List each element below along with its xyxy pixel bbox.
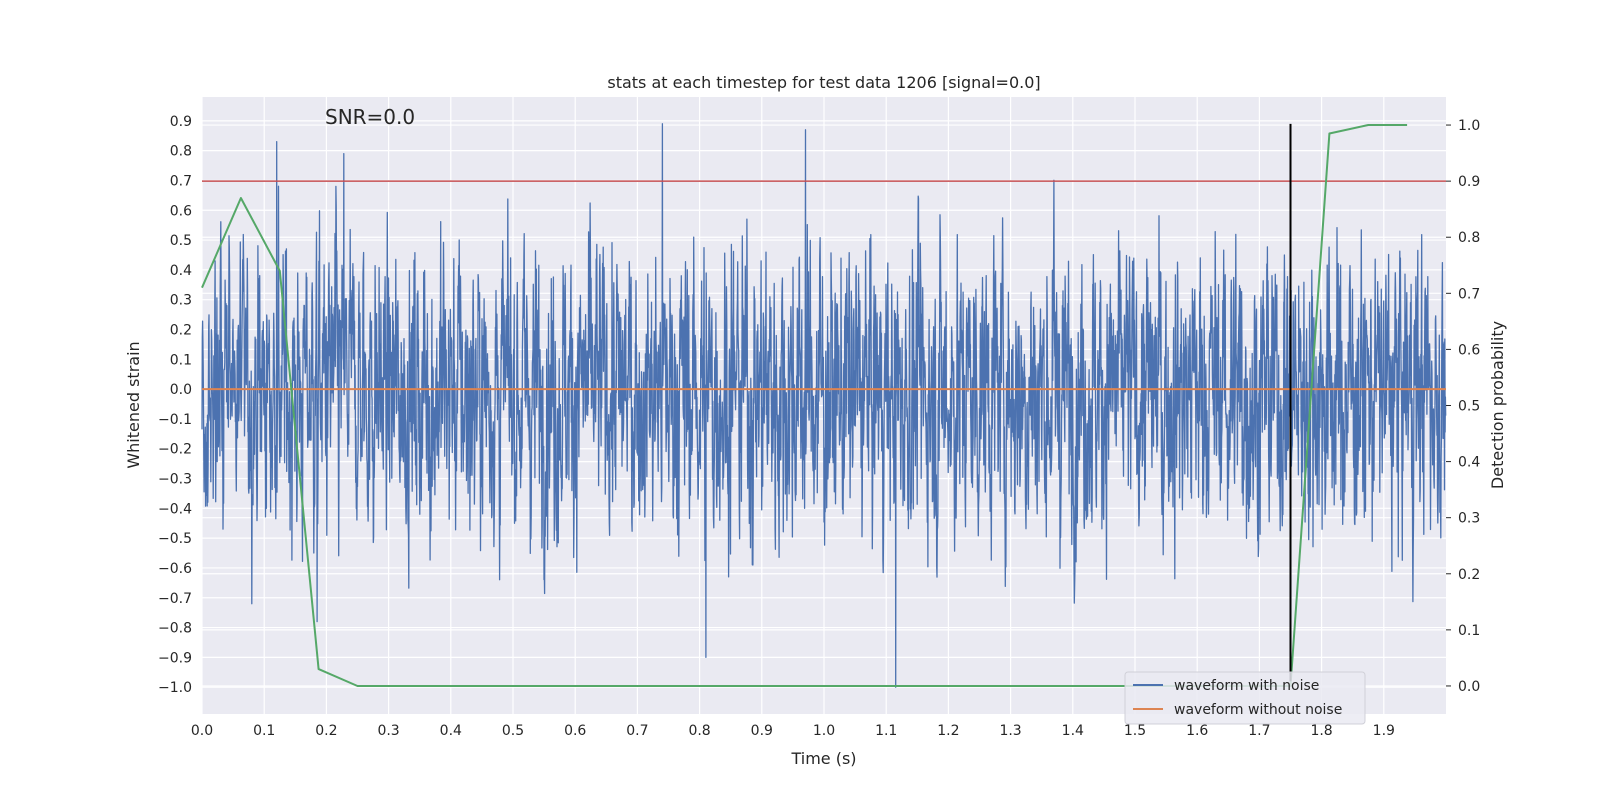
x-tick-label: 0.3 <box>377 723 399 739</box>
x-tick-label: 0.0 <box>191 723 213 739</box>
x-tick-label: 0.2 <box>315 723 337 739</box>
y-tick-label: 0.7 <box>170 173 192 189</box>
x-tick-label: 1.4 <box>1062 723 1084 739</box>
snr-annotation: SNR=0.0 <box>325 105 415 129</box>
chart-title: stats at each timestep for test data 120… <box>607 73 1040 92</box>
series-line-waveform-with-noise <box>201 123 1447 688</box>
x-tick-label: 0.7 <box>626 723 648 739</box>
y-tick-label-right: 0.8 <box>1458 230 1480 246</box>
y-ticks-right: 1.0 0.9 0.8 0.7 0.6 0.5 0.4 0.3 0.2 0.1 0.0 <box>1446 118 1480 695</box>
x-tick-label: 1.1 <box>875 723 897 739</box>
y-tick-label-right: 0.1 <box>1458 623 1480 639</box>
legend-label-noise: waveform with noise <box>1174 678 1319 694</box>
y-tick-label: 0.8 <box>170 144 192 160</box>
x-tick-label: 0.5 <box>502 723 524 739</box>
legend-box <box>1124 671 1366 725</box>
y-tick-label: 0.5 <box>170 233 192 249</box>
y-tick-label-right: 0.7 <box>1458 286 1480 302</box>
y-tick-label: −0.7 <box>158 591 192 607</box>
y-tick-label: −0.3 <box>158 472 192 488</box>
y-tick-label-right: 0.5 <box>1458 399 1480 415</box>
y-tick-label: 0.4 <box>170 263 192 279</box>
x-tick-label: 0.9 <box>751 723 773 739</box>
x-tick-label: 1.9 <box>1373 723 1395 739</box>
y-tick-label: 0.2 <box>170 322 192 338</box>
y-tick-label: 0.1 <box>170 352 192 368</box>
y-tick-label: 0.0 <box>170 382 192 398</box>
y-tick-label-right: 1.0 <box>1458 118 1480 134</box>
x-tick-label: 0.8 <box>688 723 710 739</box>
series-layer <box>201 123 1447 688</box>
y-tick-label: −0.9 <box>158 650 192 666</box>
x-tick-label: 1.7 <box>1248 723 1270 739</box>
x-tick-label: 0.4 <box>440 723 462 739</box>
x-tick-label: 0.1 <box>253 723 275 739</box>
y-tick-label: 0.9 <box>170 114 192 130</box>
y-tick-label: 0.6 <box>170 203 192 219</box>
y-tick-label: −0.2 <box>158 442 192 458</box>
y-tick-label: −0.4 <box>158 501 192 517</box>
legend: waveform with noise waveform without noi… <box>1124 671 1366 725</box>
y-tick-label: −0.1 <box>158 412 192 428</box>
y-tick-label-right: 0.4 <box>1458 455 1480 471</box>
x-ticks: 0.0 0.1 0.2 0.3 0.4 0.5 0.6 0.7 0.8 0.9 1.0 1.1 1.2 1… <box>191 723 1395 739</box>
y-tick-label-right: 0.2 <box>1458 567 1480 583</box>
x-axis-label: Time (s) <box>790 749 856 768</box>
y-tick-label-right: 0.0 <box>1458 679 1480 695</box>
y-tick-label: −0.6 <box>158 561 192 577</box>
x-tick-label: 1.8 <box>1310 723 1332 739</box>
x-tick-label: 1.6 <box>1186 723 1208 739</box>
y-ticks-left: 0.9 0.8 0.7 0.6 0.5 0.4 0.3 0.2 0.1 0.0 −0.1 −0.2 −0… <box>158 114 192 696</box>
y-tick-label: −0.8 <box>158 621 192 637</box>
legend-label-clean: waveform without noise <box>1174 702 1342 718</box>
x-tick-label: 1.3 <box>999 723 1021 739</box>
y-tick-label: −0.5 <box>158 531 192 547</box>
y-tick-label: 0.3 <box>170 293 192 309</box>
x-tick-label: 0.6 <box>564 723 586 739</box>
y-axis-label: Whitened strain <box>124 341 143 468</box>
x-tick-label: 1.2 <box>937 723 959 739</box>
y-axis-label-right: Detection probability <box>1488 321 1507 489</box>
x-tick-label: 1.5 <box>1124 723 1146 739</box>
x-tick-label: 1.0 <box>813 723 835 739</box>
series-line-detection-probability <box>201 124 1408 687</box>
y-tick-label-right: 0.9 <box>1458 174 1480 190</box>
y-tick-label-right: 0.3 <box>1458 511 1480 527</box>
y-tick-label-right: 0.6 <box>1458 342 1480 358</box>
y-tick-label: −1.0 <box>158 680 192 696</box>
